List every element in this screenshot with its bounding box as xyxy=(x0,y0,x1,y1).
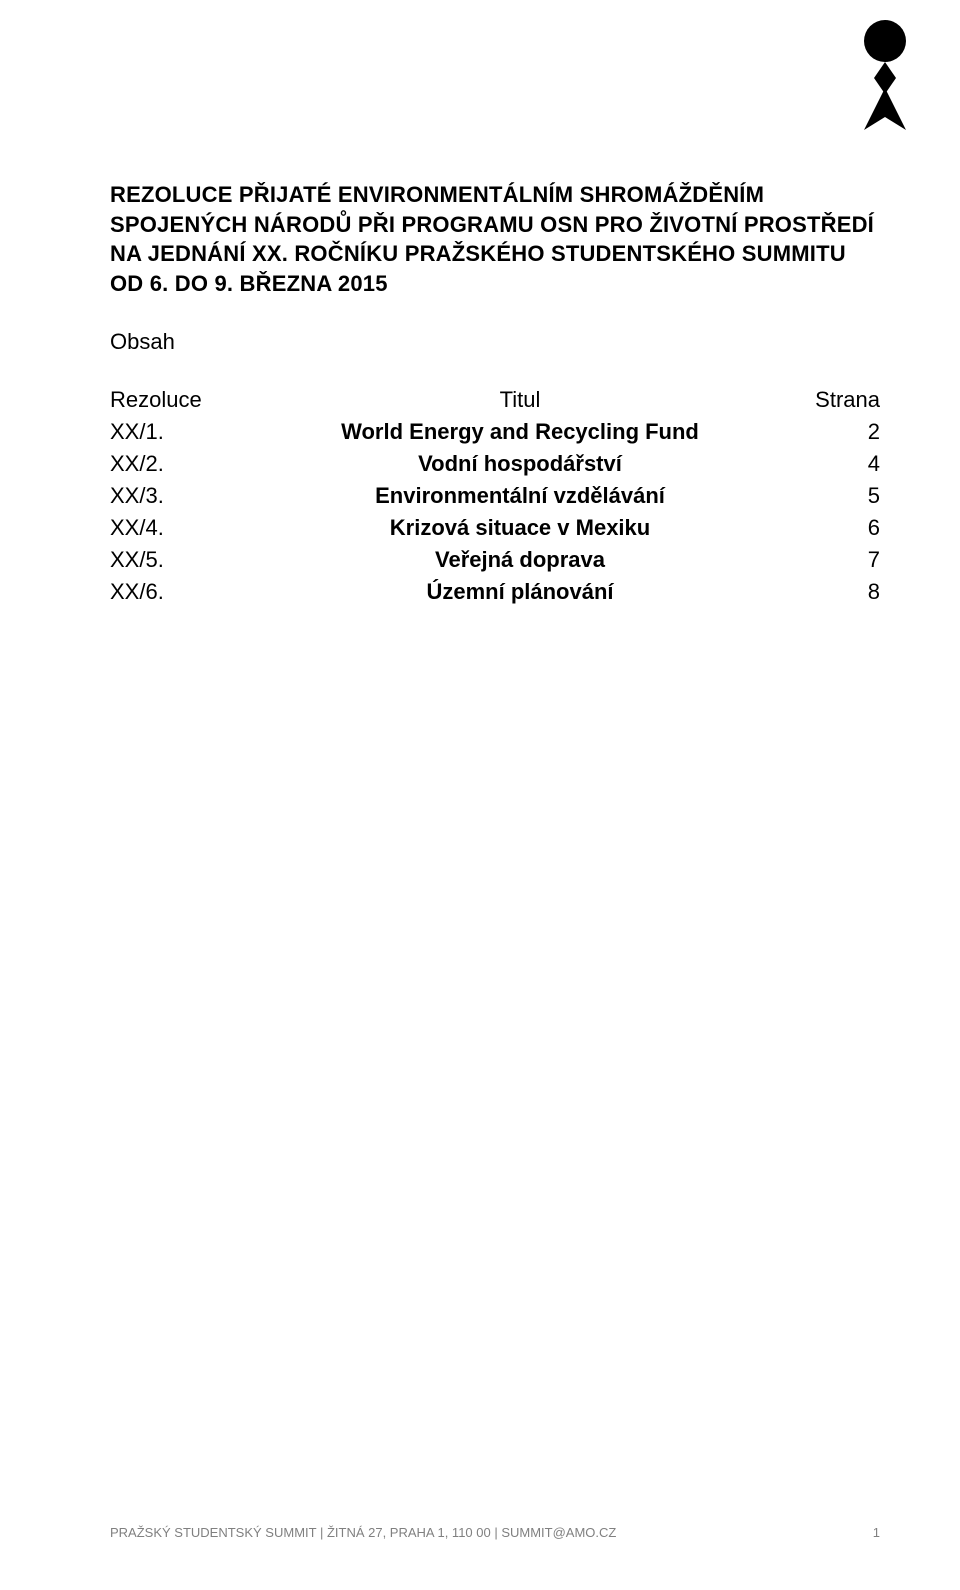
row-code: XX/6. xyxy=(110,576,280,608)
row-code: XX/5. xyxy=(110,544,280,576)
row-title: Vodní hospodářství xyxy=(280,448,760,480)
footer-text: PRAŽSKÝ STUDENTSKÝ SUMMIT | ŽITNÁ 27, PR… xyxy=(110,1525,616,1540)
contents-table: Rezoluce Titul Strana XX/1. World Energy… xyxy=(110,384,880,608)
header-title: Titul xyxy=(280,384,760,416)
row-page: 2 xyxy=(760,416,880,448)
table-row: XX/1. World Energy and Recycling Fund 2 xyxy=(110,416,880,448)
row-page: 6 xyxy=(760,512,880,544)
table-row: XX/4. Krizová situace v Mexiku 6 xyxy=(110,512,880,544)
table-row: XX/3. Environmentální vzdělávání 5 xyxy=(110,480,880,512)
table-row: XX/5. Veřejná doprava 7 xyxy=(110,544,880,576)
document-heading: REZOLUCE PŘIJATÉ ENVIRONMENTÁLNÍM SHROMÁ… xyxy=(110,180,880,299)
row-title: Veřejná doprava xyxy=(280,544,760,576)
header-page: Strana xyxy=(760,384,880,416)
page-footer: PRAŽSKÝ STUDENTSKÝ SUMMIT | ŽITNÁ 27, PR… xyxy=(110,1525,880,1540)
row-title: Krizová situace v Mexiku xyxy=(280,512,760,544)
contents-label: Obsah xyxy=(110,327,880,357)
row-code: XX/2. xyxy=(110,448,280,480)
row-page: 5 xyxy=(760,480,880,512)
row-title: Územní plánování xyxy=(280,576,760,608)
table-header-row: Rezoluce Titul Strana xyxy=(110,384,880,416)
row-title: World Energy and Recycling Fund xyxy=(280,416,760,448)
row-code: XX/4. xyxy=(110,512,280,544)
table-row: XX/2. Vodní hospodářství 4 xyxy=(110,448,880,480)
footer-page-number: 1 xyxy=(873,1525,880,1540)
header-code: Rezoluce xyxy=(110,384,280,416)
row-title: Environmentální vzdělávání xyxy=(280,480,760,512)
table-row: XX/6. Územní plánování 8 xyxy=(110,576,880,608)
row-code: XX/3. xyxy=(110,480,280,512)
row-page: 7 xyxy=(760,544,880,576)
summit-logo-icon xyxy=(858,20,912,130)
row-page: 4 xyxy=(760,448,880,480)
document-page: REZOLUCE PŘIJATÉ ENVIRONMENTÁLNÍM SHROMÁ… xyxy=(0,0,960,1590)
row-code: XX/1. xyxy=(110,416,280,448)
row-page: 8 xyxy=(760,576,880,608)
